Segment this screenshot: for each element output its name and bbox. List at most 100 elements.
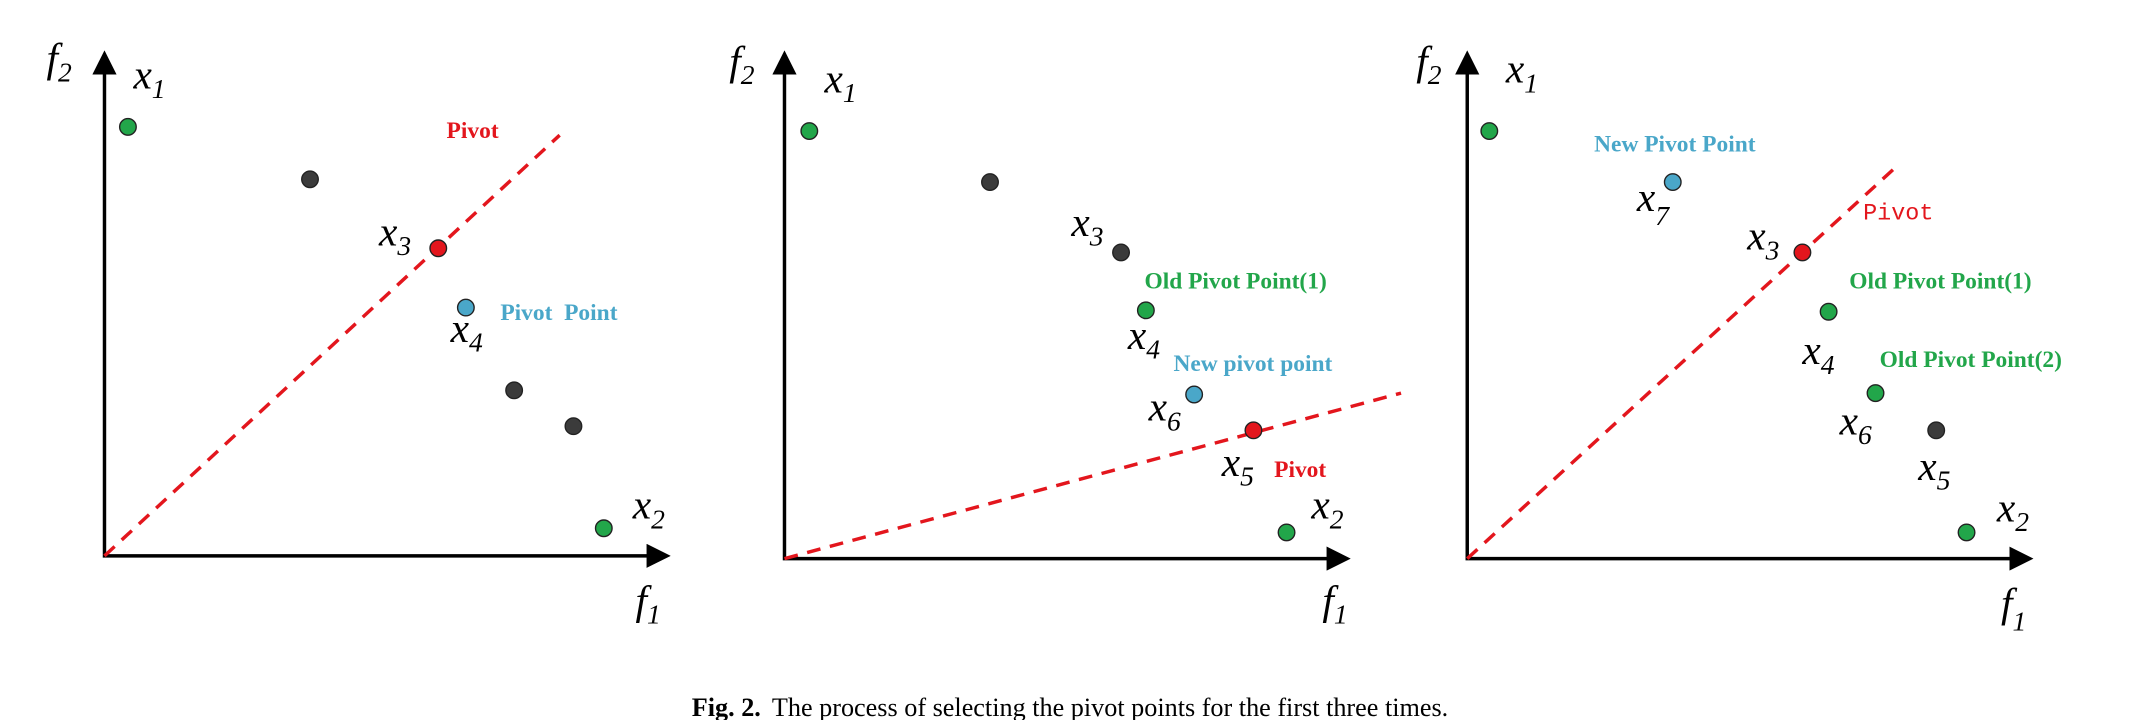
point [564, 417, 583, 436]
text-part: 1 [843, 77, 857, 108]
text-part: 1 [647, 598, 661, 629]
point-label: x1 [1505, 46, 1538, 99]
text-part: x [1746, 213, 1766, 259]
x-axis-label: f1 [1322, 577, 1347, 630]
text-part: 2 [1330, 503, 1344, 534]
text-part: 5 [1937, 465, 1951, 496]
point-label: x4 [1127, 312, 1160, 365]
text-part: x [1801, 327, 1821, 373]
point-label: x4 [1801, 327, 1834, 380]
annotation: Pivot [447, 118, 499, 144]
point-label: x1 [823, 55, 856, 108]
point [456, 298, 475, 317]
annotation: Pivot [1863, 200, 1933, 227]
text-part: 2 [1428, 59, 1442, 90]
annotation: Old Pivot Point(1) [1144, 268, 1326, 294]
text-part: 4 [1821, 349, 1835, 380]
text-part: x [1505, 46, 1525, 92]
text-part: 4 [469, 327, 483, 358]
point [1663, 173, 1682, 192]
point-label: x2 [632, 482, 665, 535]
y-axis-label: f2 [47, 35, 72, 88]
text-part: x [1996, 484, 2016, 530]
point [1927, 421, 1946, 440]
annotation: Old Pivot Point(2) [1880, 347, 2062, 373]
text-part: 1 [1524, 67, 1538, 98]
text-part: x [1839, 397, 1859, 443]
point [1957, 523, 1976, 542]
text-part: 6 [1858, 419, 1872, 450]
text-part: x [1221, 439, 1241, 485]
point-label: x2 [1996, 484, 2029, 537]
text-part: Fig. 2. [692, 693, 761, 720]
text-part: x [823, 55, 843, 101]
text-part: 1 [1334, 598, 1348, 629]
panel: f2 f1 x1 x3 x4 x6 x5 x2 Old Pivot Point(… [729, 37, 1402, 630]
point-label: x3 [1746, 213, 1779, 266]
text-part: 2 [2015, 506, 2029, 537]
point-label: x6 [1839, 397, 1872, 450]
annotation: Old Pivot Point(1) [1849, 268, 2031, 294]
point [1244, 421, 1263, 440]
point-label: x3 [378, 209, 411, 262]
text-part: x [1148, 384, 1168, 430]
point-label: x1 [132, 51, 165, 104]
text-part: 1 [152, 73, 166, 104]
text-part: 6 [1167, 405, 1181, 436]
y-axis-label: f2 [1416, 37, 1442, 90]
point [1819, 302, 1838, 321]
point [981, 173, 999, 192]
annotation: New Pivot Point [1594, 132, 1756, 158]
text-part: The process of selecting the pivot point… [772, 693, 1448, 720]
point [1136, 301, 1155, 320]
text-part: x [1127, 312, 1147, 358]
text-part: 2 [58, 56, 72, 87]
x-axis-label: f1 [2001, 580, 2026, 637]
pivot-line [103, 133, 561, 558]
point [1866, 384, 1885, 403]
text-part: x [1917, 443, 1937, 489]
text-part: x [1310, 482, 1330, 528]
point-label: x3 [1070, 199, 1103, 252]
text-part: 4 [1146, 334, 1160, 365]
text-part: x [632, 482, 652, 528]
text-part: 1 [2013, 605, 2027, 636]
text-part: 3 [1765, 234, 1780, 265]
text-part: x [450, 305, 470, 351]
point [1480, 122, 1499, 140]
text-part: x [378, 209, 398, 255]
pivot-line [784, 391, 1402, 561]
point-label: x7 [1636, 174, 1670, 231]
point [594, 519, 613, 538]
x-axis-label: f1 [636, 577, 661, 630]
y-axis-label: f2 [729, 37, 754, 90]
point-label: x2 [1310, 482, 1343, 535]
panel: f2 f1 x1 x7 x3 x4 x6 x5 x2 New Pivot Poi… [1416, 37, 2062, 636]
annotation: New pivot point [1173, 351, 1332, 377]
point [800, 122, 819, 140]
text-part: 7 [1655, 200, 1670, 231]
point [1185, 385, 1204, 404]
point-label: x5 [1221, 439, 1254, 492]
point-label: x6 [1148, 384, 1181, 437]
point [505, 381, 524, 400]
point [301, 170, 319, 189]
text-part: 3 [1089, 221, 1104, 252]
panel: f2 f1 x1 x3 x4 x2 Pivot Pivot Point [47, 35, 671, 630]
point [1793, 243, 1812, 262]
point-label: x5 [1917, 443, 1950, 496]
point [1112, 243, 1130, 262]
text-part: 2 [741, 59, 755, 90]
text-part: 5 [1240, 461, 1254, 492]
caption: Fig. 2. The process of selecting the pivo… [692, 693, 1448, 720]
annotation: Pivot Point [500, 300, 617, 326]
point-label: x4 [450, 305, 483, 358]
text-part: x [132, 51, 152, 97]
text-part: x [1070, 199, 1090, 245]
point [429, 239, 448, 258]
text-part: 2 [651, 503, 665, 534]
text-part: 3 [396, 230, 411, 261]
text-part: x [1636, 174, 1656, 220]
